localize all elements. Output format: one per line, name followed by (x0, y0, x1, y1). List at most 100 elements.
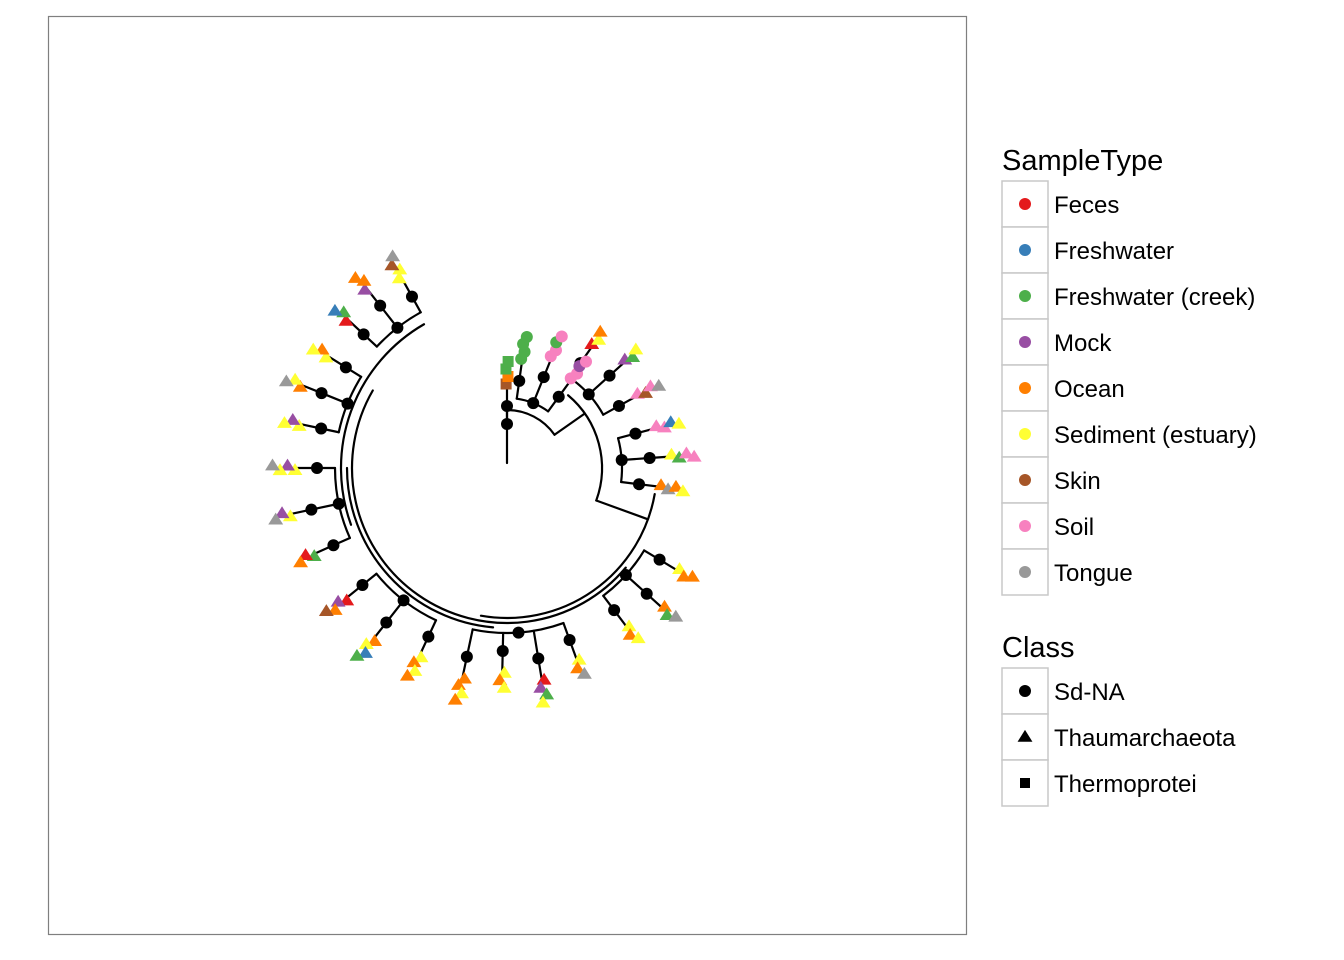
tree-tip-marker (592, 324, 608, 337)
tree-tip-marker (668, 479, 684, 492)
tree-tip-marker (277, 416, 292, 428)
legend-sample-type-label: Freshwater (creek) (1054, 284, 1255, 311)
tree-branch-arc (345, 466, 495, 629)
tree-internal-node (612, 399, 625, 412)
tree-tip-marker (502, 356, 514, 368)
tree-internal-node (552, 390, 565, 403)
tree-tip-marker (451, 678, 466, 690)
tree-tip-marker (280, 458, 295, 471)
tree-tip-marker (338, 313, 354, 326)
tree-tip-marker (638, 386, 653, 398)
tree-internal-node (582, 388, 595, 401)
tree-tip-marker (291, 419, 307, 431)
tree-tip-marker (339, 593, 355, 606)
legend-sample-type-label: Soil (1054, 514, 1094, 541)
tree-tip-marker (285, 413, 301, 425)
tree-internal-node (532, 652, 545, 665)
tree-tip-marker (500, 363, 512, 375)
legend-key-dot (1019, 336, 1031, 348)
tree-internal-node (315, 387, 328, 400)
tree-tip-marker (668, 609, 684, 622)
tree-internal-node (356, 579, 369, 592)
tree-tip-marker (678, 446, 694, 459)
tree-tip-marker (413, 650, 429, 663)
legend-class: Class Sd-NA Thaumarchaeota Thermoprotei (1001, 632, 1236, 807)
tree-tip-marker (628, 342, 644, 355)
tree-tip-marker (533, 680, 549, 693)
legend-key-shape (1017, 729, 1033, 742)
tree-tip-marker (447, 692, 463, 705)
tree-internal-node (332, 497, 345, 510)
tree-tip-marker (496, 680, 512, 693)
tree-internal-node (374, 299, 387, 312)
tree-tip-marker (535, 695, 551, 708)
legend-key-box (1001, 759, 1049, 807)
tree-tip-marker (671, 416, 687, 429)
tree-internal-node (653, 553, 666, 566)
tree-internal-node (608, 604, 621, 617)
tree-tip-marker (305, 342, 321, 355)
tree-tip-marker (358, 646, 373, 658)
tree-tip-marker (282, 509, 298, 522)
tree-branch (595, 499, 650, 521)
tree-internal-node (501, 418, 513, 430)
tree-tip-marker (349, 648, 365, 661)
tree-internal-node (405, 290, 418, 303)
tree-internal-node (615, 453, 628, 466)
tree-internal-node (327, 539, 340, 552)
tree-internal-node (357, 328, 370, 341)
tree-tip-marker (576, 666, 592, 679)
tree-internal-node (311, 462, 323, 474)
legend-sample-type-label: Mock (1054, 330, 1112, 357)
tree-internal-node (513, 374, 526, 387)
tree-tip-marker (675, 484, 691, 497)
legend-key-dot (1019, 520, 1031, 532)
legend-key-dot (1019, 244, 1031, 256)
legend-key-dot (1019, 382, 1031, 394)
tree-internal-node (629, 427, 642, 440)
legend-key-dot (1019, 290, 1031, 302)
tree-internal-node (315, 422, 328, 435)
tree-branch-arc (339, 323, 426, 526)
tree-tip-marker (671, 450, 687, 463)
tree-tip-marker (591, 332, 607, 345)
tree-tip-marker (278, 374, 294, 387)
tree-tip-marker (454, 686, 469, 699)
tree-tip-marker (584, 337, 600, 350)
tree-tip-marker (292, 379, 308, 392)
tree-tip-marker (520, 330, 533, 343)
tree-branch-arc (350, 389, 627, 625)
tree-internal-node (305, 503, 318, 516)
tree-tip-marker (274, 506, 290, 519)
legend-key-dot (1019, 474, 1031, 486)
legend-class-label: Sd-NA (1054, 679, 1125, 706)
tree-tip-marker (367, 634, 383, 646)
tree-internal-node (397, 594, 410, 607)
tree-tip-marker (293, 555, 309, 568)
tree-tip-marker (384, 258, 400, 271)
tree-tip-marker (621, 619, 637, 632)
tree-branch-arc (505, 408, 556, 436)
tree-internal-node (501, 400, 513, 412)
tree-internal-node (619, 569, 632, 582)
tree-tip-marker (268, 512, 284, 525)
tree-internal-node (633, 478, 646, 491)
tree-internal-node (391, 321, 404, 334)
tree-branch-arc (479, 492, 656, 620)
tree-internal-node (643, 452, 656, 465)
tree-internal-node (496, 644, 509, 657)
tree-tip-marker (657, 599, 672, 612)
tree-tip-marker (265, 458, 280, 471)
tree-tip-marker (330, 594, 346, 607)
tree-tip-markers (265, 249, 702, 708)
legend-key-dot (1019, 566, 1031, 578)
tree-internal-node (339, 361, 352, 374)
tree-tip-marker (622, 627, 638, 640)
tree-internal-node (527, 397, 540, 410)
tree-tip-marker (318, 604, 334, 616)
legend-key-shape (1019, 685, 1031, 697)
tree-tip-marker (457, 671, 472, 684)
tree-tip-marker (287, 463, 303, 476)
phylogenetic-tree (265, 249, 702, 708)
tree-tip-marker (399, 668, 415, 681)
